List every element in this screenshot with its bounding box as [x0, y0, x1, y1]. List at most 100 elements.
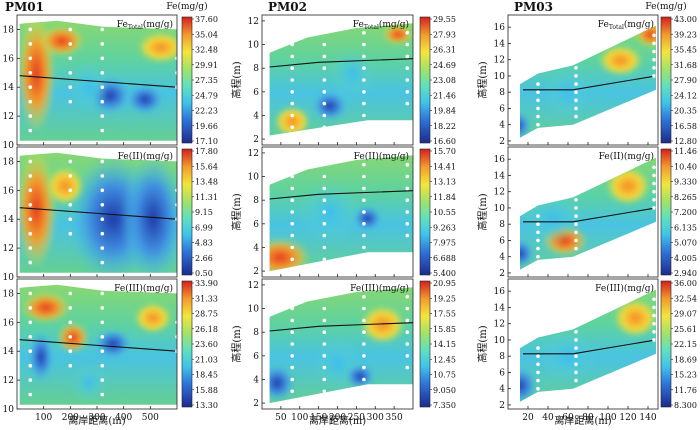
y-tick-label: 8 [253, 196, 259, 206]
y-tick-label: 10 [494, 72, 506, 82]
concentration-zone [45, 166, 85, 206]
colorbar-tick-label: 7.200 [674, 208, 697, 217]
y-tick-label: 12 [494, 320, 505, 330]
sampling-point [290, 245, 295, 250]
sampling-point [100, 99, 105, 104]
sampling-point [652, 49, 656, 54]
sampling-point [536, 254, 540, 259]
colorbar-tick-label: 24.79 [195, 91, 218, 100]
sampling-point [652, 41, 656, 46]
colorbar-scale [181, 148, 193, 276]
colorbar-tick-label: 19.66 [195, 122, 218, 131]
panel-label: Fe(III)(mg/g) [350, 283, 409, 294]
sampling-point [362, 101, 366, 106]
x-axis: 50 100 150 200 250 300 350 [275, 406, 403, 423]
sampling-point [290, 101, 295, 106]
sampling-point [652, 206, 656, 210]
sampling-point [28, 246, 33, 250]
colorbar-tick-label: 8.265 [674, 193, 697, 202]
colorbar-tick-label: 7.975 [433, 239, 456, 248]
sampling-point [362, 113, 366, 118]
x-tick-label: 50 [275, 413, 287, 423]
colorbar-scale [181, 16, 193, 144]
sampling-point [290, 342, 295, 346]
sampling-point [362, 54, 366, 59]
colorbar-tick-label: 18.22 [433, 122, 456, 131]
colorbar: 43.00 39.23 35.45 31.68 27.90 24.12 20.35 16.58… [660, 15, 697, 146]
y-tick-label: 12 [248, 17, 259, 27]
concentration-zone [57, 321, 89, 354]
y-tick-label: 8 [499, 352, 505, 362]
x-tick-label: 400 [115, 413, 132, 423]
y-axis: 1012141618高程(m) [3, 157, 20, 283]
sampling-points [28, 27, 179, 133]
sampling-point [574, 330, 578, 334]
sampling-point [362, 294, 366, 299]
y-tick-label: 2 [499, 401, 505, 411]
sampling-point [536, 354, 540, 359]
sampling-point [100, 378, 105, 382]
sampling-point [100, 335, 105, 339]
y-tick-label: 12 [3, 376, 14, 386]
concentration-field [269, 287, 413, 404]
colorbar-tick-label: 32.48 [195, 46, 218, 55]
panel-label-subscript: Total [364, 24, 379, 31]
sampling-point [405, 210, 410, 214]
concentration-zone [274, 106, 311, 136]
colorbar-scale [419, 148, 431, 276]
colorbar-tick-label: 23.60 [195, 340, 218, 349]
profile-title: PM03 [514, 0, 553, 14]
sampling-point [290, 222, 295, 226]
y-tick-label: 10 [3, 141, 15, 151]
sampling-point [100, 85, 105, 89]
sampling-point [322, 198, 327, 202]
colorbar-tick-label: 31.68 [674, 61, 697, 70]
sampling-point [405, 90, 410, 94]
y-tick-label: 16 [3, 54, 15, 64]
sampling-point [100, 363, 105, 368]
water-level-line [523, 207, 657, 223]
y-axis: 2 4 6 8 10 12 高程(m) [230, 281, 265, 409]
sampling-point [322, 90, 327, 94]
water-level-line [269, 58, 414, 68]
sampling-point [28, 291, 33, 296]
colorbar-tick-label: 43.00 [674, 15, 697, 24]
y-tick-label: 14 [3, 83, 15, 93]
y-tick-label: 10 [494, 336, 506, 346]
y-tick-label: 18 [3, 25, 15, 35]
sampling-point [322, 186, 327, 191]
sampling-points [290, 30, 410, 130]
y-tick-label: 6 [253, 352, 259, 362]
sampling-point [574, 106, 578, 111]
sampling-point [68, 203, 73, 207]
profile-pm03: PM03 Fe(mg/g)FeTotal(mg/g)246810121416高程(… [476, 0, 697, 427]
colorbar-tick-label: 21.46 [433, 91, 456, 100]
colorbar-tick-label: 15.88 [195, 386, 218, 395]
colorbar-tick-label: 6.135 [674, 223, 697, 232]
sampling-point [362, 365, 366, 370]
concentration-zone [329, 47, 376, 100]
y-tick-label: 14 [494, 303, 506, 313]
x-tick-label: 150 [310, 413, 327, 423]
y-tick-label: 6 [499, 236, 505, 246]
sampling-point [68, 71, 73, 75]
sampling-point [100, 159, 105, 164]
sampling-point [362, 42, 366, 47]
concentration-zone [28, 331, 54, 383]
sampling-point [405, 318, 410, 323]
concentration-zone [520, 366, 538, 402]
y-tick-label: 4 [499, 385, 505, 395]
sampling-point [362, 174, 366, 179]
x-axis [43, 142, 151, 145]
sampling-point [290, 365, 295, 370]
panel-label-main: Fe(II)(mg/g) [599, 151, 654, 162]
colorbar-scale [181, 280, 193, 408]
panel-label-subscript: Total [609, 24, 624, 31]
concentration-zone [269, 363, 296, 403]
colorbar-tick-label: 23.08 [433, 76, 456, 85]
sampling-point [100, 217, 105, 221]
sampling-point [362, 233, 366, 238]
sampling-point [322, 174, 327, 179]
y-tick-label: 10 [3, 273, 15, 283]
sampling-point [574, 114, 578, 119]
